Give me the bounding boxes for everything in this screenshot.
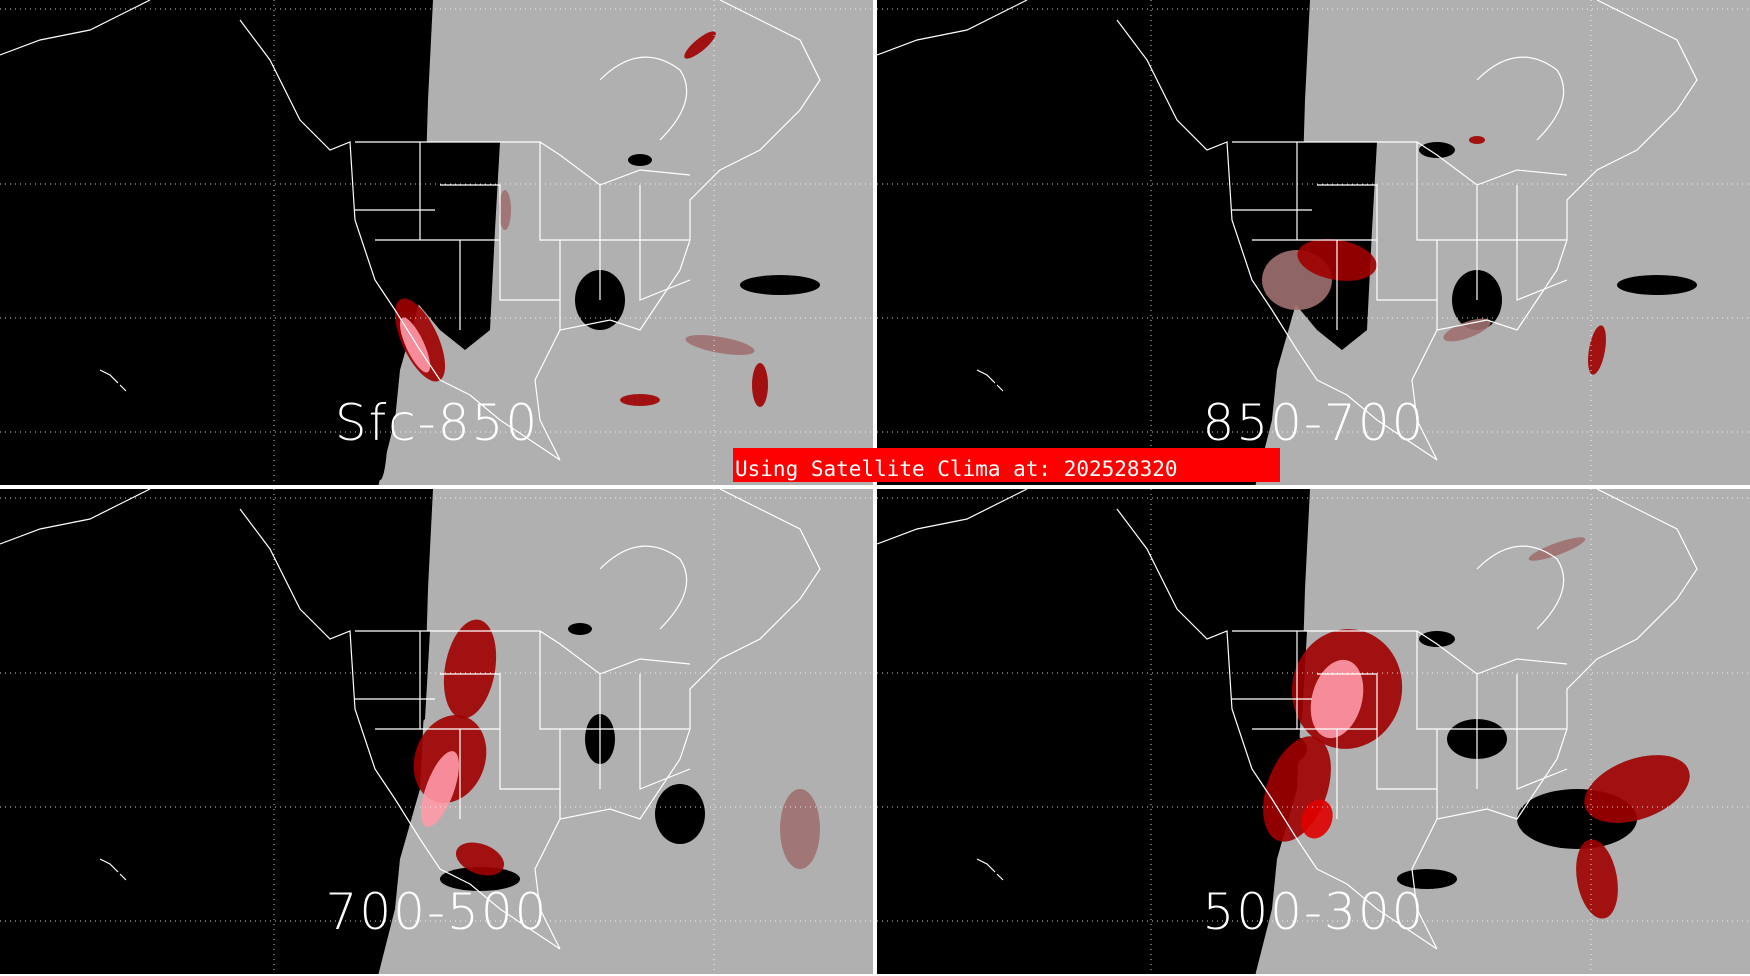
moisture-anomaly-region <box>1443 318 1491 342</box>
satellite-coverage-area <box>378 489 874 974</box>
state-borders <box>355 141 691 330</box>
cloud-mask-patch <box>655 784 705 844</box>
no-data-region <box>352 631 430 779</box>
coastline-detail <box>976 545 1565 881</box>
panel-label: 850-700 <box>1202 394 1426 452</box>
state-borders <box>1232 630 1568 819</box>
map-700-500 <box>0 489 874 974</box>
cloud-mask-patch <box>740 275 820 295</box>
moisture-anomaly-region <box>1588 325 1606 375</box>
moisture-anomaly-region <box>780 789 820 869</box>
horizontal-divider <box>0 485 1750 489</box>
no-data-region <box>1229 631 1307 779</box>
moisture-anomaly-region <box>1576 839 1618 919</box>
satellite-climo-banner: Using Satellite Clima at: 202528320 <box>733 448 1280 482</box>
cloud-mask-patch <box>1419 142 1455 158</box>
satellite-coverage-area <box>1255 0 1750 485</box>
moisture-anomaly-region <box>620 394 660 406</box>
moisture-anomaly-region <box>1584 755 1690 823</box>
panel-500-300: 500-300 <box>877 489 1750 974</box>
cloud-mask-patch <box>628 154 652 166</box>
no-data-region <box>352 142 500 350</box>
moisture-anomaly-region <box>443 619 497 719</box>
panel-label: 700-500 <box>325 883 549 941</box>
moisture-anomaly-region <box>1469 136 1485 144</box>
moisture-anomaly-region <box>752 363 768 407</box>
map-500-300 <box>877 489 1750 974</box>
state-borders <box>355 630 691 819</box>
cloud-mask-patch <box>440 867 520 891</box>
moisture-anomaly-region <box>684 31 716 59</box>
moisture-anomaly-region <box>421 751 459 827</box>
coastline-detail <box>976 56 1565 392</box>
state-borders <box>1232 141 1568 330</box>
moisture-anomaly-region <box>685 335 755 355</box>
panel-sfc-850: Sfc-850 <box>0 0 874 485</box>
cloud-mask-patch <box>1419 631 1455 647</box>
cloud-mask-patch <box>1397 869 1457 889</box>
panel-700-500: 700-500 <box>0 489 874 974</box>
moisture-anomaly-region <box>1310 659 1364 739</box>
map-sfc-850 <box>0 0 874 485</box>
panel-label: 500-300 <box>1202 883 1426 941</box>
coastline-detail <box>99 56 688 392</box>
cloud-mask-patch <box>568 623 592 635</box>
moisture-anomaly-region <box>1528 537 1586 561</box>
coastline-detail <box>99 545 688 881</box>
moisture-anomaly-region <box>399 317 431 373</box>
cloud-mask-patch <box>372 360 388 480</box>
moisture-anomaly-region <box>499 190 511 230</box>
panel-label: Sfc-850 <box>334 394 540 452</box>
map-850-700 <box>877 0 1750 485</box>
moisture-anomaly-region <box>1301 799 1333 839</box>
cloud-mask-patch <box>1617 275 1697 295</box>
panel-850-700: 850-700 <box>877 0 1750 485</box>
satellite-coverage-area <box>378 0 874 485</box>
moisture-anomaly-region <box>455 842 505 876</box>
